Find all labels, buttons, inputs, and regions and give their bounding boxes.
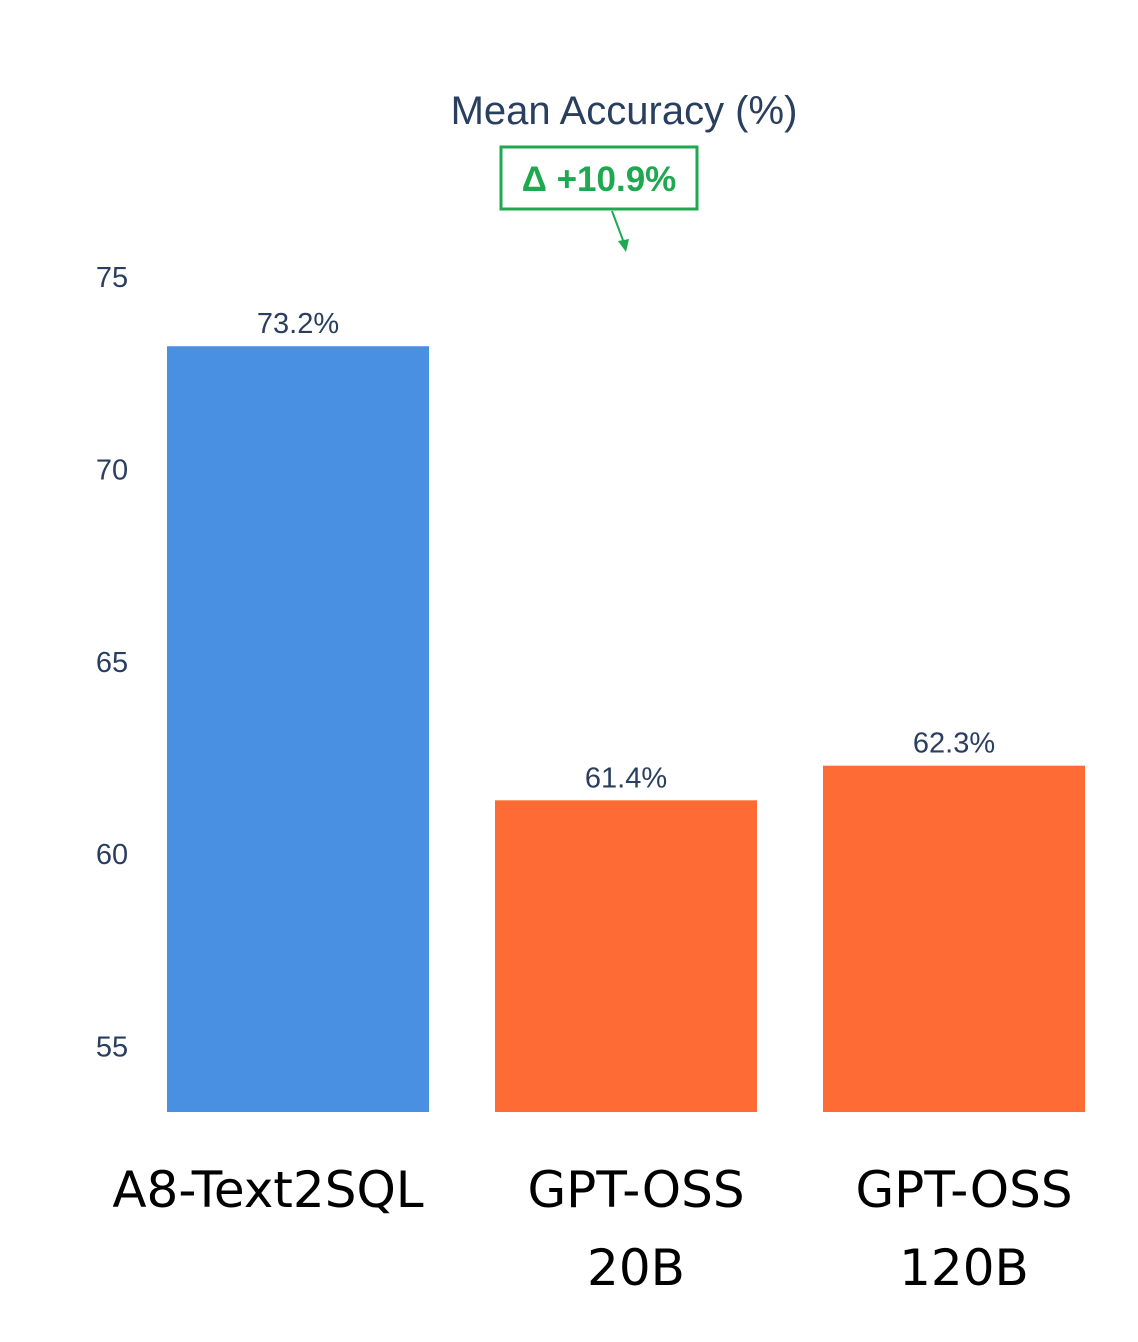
annotation-text: Δ +10.9% — [522, 160, 677, 199]
value-labels: 73.2% 61.4% 62.3% — [257, 308, 995, 794]
y-tick-label: 70 — [96, 454, 128, 486]
delta-annotation: Δ +10.9% — [499, 145, 699, 252]
bars — [167, 346, 1085, 1112]
bar — [823, 765, 1085, 1112]
bar-value-label: 61.4% — [585, 762, 667, 794]
bar-value-label: 73.2% — [257, 308, 339, 340]
chart-title: Mean Accuracy (%) — [451, 89, 798, 133]
x-axis: A8-Text2SQL GPT-OSS 20B GPT-OSS 120B — [112, 1161, 1072, 1297]
y-tick-label: 60 — [96, 839, 128, 871]
x-category-label: 20B — [587, 1239, 685, 1297]
y-tick-label: 65 — [96, 647, 128, 679]
x-category-label: GPT-OSS — [527, 1161, 744, 1219]
x-category-label: 120B — [899, 1239, 1029, 1297]
y-tick-label: 75 — [96, 262, 128, 294]
annotation-arrow-line — [611, 210, 625, 244]
bar — [167, 346, 429, 1112]
annotation-arrowhead — [618, 239, 629, 252]
y-tick-label: 55 — [96, 1032, 128, 1064]
bar — [495, 800, 757, 1112]
x-category-label: GPT-OSS — [855, 1161, 1072, 1219]
bar-value-label: 62.3% — [913, 728, 995, 760]
annotation-box — [499, 145, 699, 211]
x-category-label: A8-Text2SQL — [112, 1161, 423, 1219]
y-axis: 55 60 65 70 75 — [96, 262, 128, 1064]
